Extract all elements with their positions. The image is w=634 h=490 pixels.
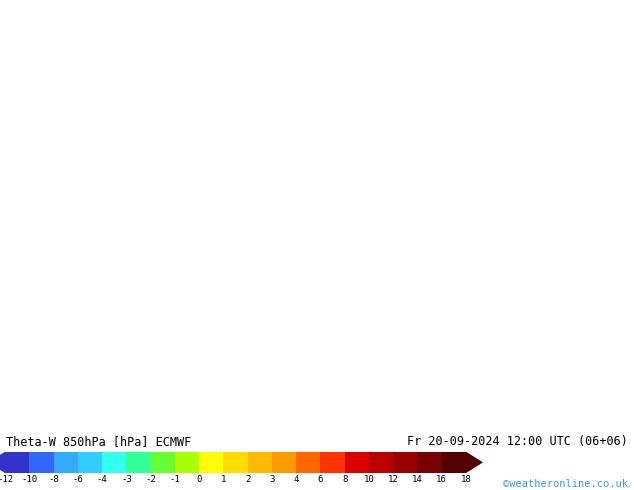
Text: Fr 20-09-2024 12:00 UTC (06+06): Fr 20-09-2024 12:00 UTC (06+06) <box>407 435 628 448</box>
Text: -4: -4 <box>97 475 108 484</box>
Text: -2: -2 <box>145 475 156 484</box>
Bar <box>29 452 54 473</box>
Text: 4: 4 <box>294 475 299 484</box>
Text: ©weatheronline.co.uk: ©weatheronline.co.uk <box>503 479 628 490</box>
Bar <box>296 452 320 473</box>
Bar <box>442 452 466 473</box>
Text: 2: 2 <box>245 475 250 484</box>
Text: 1: 1 <box>221 475 226 484</box>
Bar <box>417 452 442 473</box>
Bar <box>102 452 126 473</box>
Bar <box>199 452 223 473</box>
Text: -12: -12 <box>0 475 13 484</box>
Text: -10: -10 <box>22 475 37 484</box>
Text: -6: -6 <box>72 475 83 484</box>
Bar <box>223 452 248 473</box>
Text: 10: 10 <box>363 475 374 484</box>
Text: 0: 0 <box>197 475 202 484</box>
Text: 8: 8 <box>342 475 347 484</box>
Bar <box>126 452 151 473</box>
Bar <box>175 452 199 473</box>
Bar <box>248 452 272 473</box>
Bar <box>272 452 296 473</box>
Polygon shape <box>0 452 5 473</box>
Bar <box>393 452 417 473</box>
Bar <box>78 452 102 473</box>
Bar <box>369 452 393 473</box>
Bar <box>54 452 78 473</box>
Bar <box>345 452 369 473</box>
Text: Theta-W 850hPa [hPa] ECMWF: Theta-W 850hPa [hPa] ECMWF <box>6 435 191 448</box>
Text: 12: 12 <box>388 475 399 484</box>
Text: -3: -3 <box>121 475 132 484</box>
Bar <box>320 452 345 473</box>
Text: 16: 16 <box>436 475 447 484</box>
Text: 6: 6 <box>318 475 323 484</box>
Polygon shape <box>466 452 483 473</box>
Text: 14: 14 <box>412 475 423 484</box>
Text: -1: -1 <box>169 475 180 484</box>
Bar <box>5 452 29 473</box>
Bar <box>151 452 175 473</box>
Text: -8: -8 <box>48 475 59 484</box>
Text: 18: 18 <box>461 475 471 484</box>
Text: 3: 3 <box>269 475 275 484</box>
